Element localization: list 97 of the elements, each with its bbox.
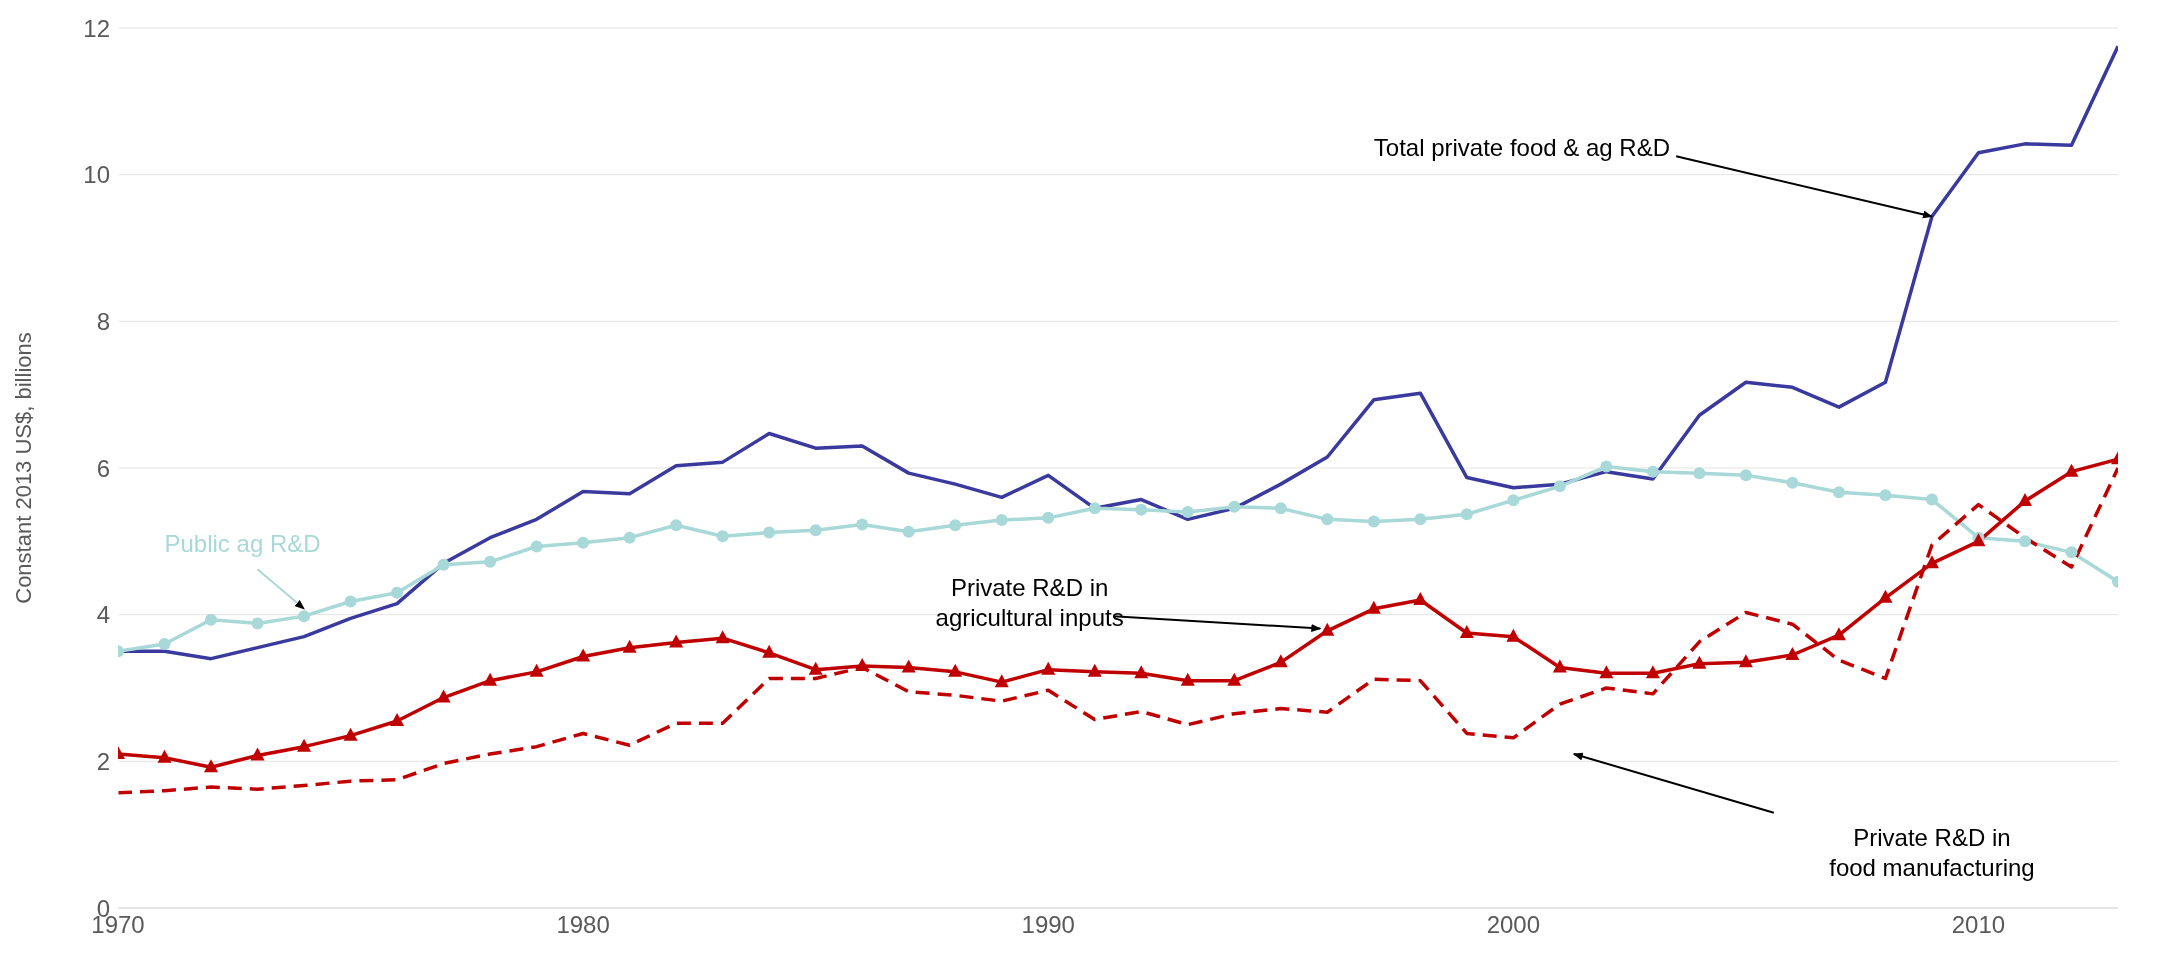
point bbox=[1087, 663, 1102, 677]
point bbox=[995, 514, 1008, 527]
point bbox=[1273, 654, 1288, 668]
point bbox=[1739, 469, 1752, 482]
point bbox=[670, 519, 683, 532]
point bbox=[623, 531, 636, 544]
x-tick-label: 1980 bbox=[556, 911, 610, 939]
point bbox=[1506, 628, 1521, 642]
point bbox=[157, 749, 172, 763]
point bbox=[343, 727, 358, 741]
point bbox=[437, 558, 450, 571]
point bbox=[1646, 465, 1659, 478]
point bbox=[390, 713, 405, 726]
point bbox=[529, 663, 544, 677]
point bbox=[902, 525, 915, 538]
point bbox=[1878, 589, 1893, 603]
point bbox=[1645, 665, 1660, 679]
point bbox=[1599, 665, 1614, 679]
point bbox=[158, 638, 171, 650]
point bbox=[1414, 513, 1427, 526]
point bbox=[250, 747, 265, 761]
point bbox=[1786, 476, 1799, 489]
y-tick-label: 4 bbox=[96, 601, 110, 629]
point bbox=[251, 617, 264, 630]
point bbox=[715, 630, 730, 644]
point bbox=[1320, 622, 1335, 636]
point bbox=[298, 610, 311, 623]
x-tick-label: 2010 bbox=[1951, 911, 2006, 939]
point bbox=[994, 674, 1009, 688]
point bbox=[1088, 502, 1101, 515]
point bbox=[1924, 555, 1939, 569]
point bbox=[530, 540, 543, 553]
point bbox=[1507, 494, 1520, 507]
point bbox=[856, 518, 869, 531]
y-tick-label: 8 bbox=[96, 307, 110, 335]
point bbox=[2018, 535, 2031, 548]
series-label: Private R&D in agricultural inputs bbox=[935, 574, 1124, 632]
y-tick-label: 6 bbox=[96, 454, 110, 482]
point bbox=[205, 613, 218, 626]
point bbox=[1553, 480, 1566, 493]
x-tick-label: 2000 bbox=[1486, 911, 1541, 939]
point bbox=[1134, 665, 1149, 679]
point bbox=[204, 759, 219, 773]
point bbox=[1459, 625, 1474, 638]
point bbox=[2065, 546, 2078, 559]
point bbox=[1227, 672, 1242, 686]
point bbox=[1181, 506, 1194, 518]
point bbox=[344, 595, 357, 608]
point bbox=[436, 689, 451, 703]
x-tick-label: 1990 bbox=[1021, 911, 1075, 939]
point bbox=[763, 526, 776, 539]
point bbox=[809, 524, 822, 537]
point bbox=[855, 658, 870, 671]
point bbox=[669, 634, 684, 648]
point bbox=[1831, 627, 1846, 641]
point bbox=[1693, 467, 1706, 480]
point bbox=[1042, 511, 1055, 524]
point bbox=[391, 586, 404, 599]
series-label: Public ag R&D bbox=[164, 530, 321, 558]
point bbox=[1228, 500, 1241, 513]
point bbox=[1600, 460, 1613, 473]
point bbox=[808, 661, 823, 675]
point bbox=[1692, 655, 1707, 669]
point bbox=[1321, 513, 1334, 526]
point bbox=[1135, 503, 1148, 516]
point bbox=[1366, 600, 1381, 614]
point bbox=[949, 519, 962, 532]
point bbox=[576, 648, 591, 662]
y-axis-title: Constant 2013 US$, billions bbox=[10, 332, 36, 604]
point bbox=[948, 663, 963, 677]
point bbox=[1367, 515, 1380, 528]
point bbox=[297, 738, 312, 752]
point bbox=[1413, 592, 1428, 605]
y-tick-label: 12 bbox=[83, 14, 110, 42]
point bbox=[716, 530, 729, 543]
point bbox=[1552, 659, 1567, 673]
point bbox=[1274, 502, 1287, 515]
point bbox=[2017, 493, 2032, 506]
annotation: Private R&D in food manufacturing bbox=[1829, 823, 2035, 881]
point bbox=[1832, 486, 1845, 499]
point bbox=[1180, 672, 1195, 686]
point bbox=[1041, 661, 1056, 675]
point bbox=[484, 555, 497, 568]
point bbox=[2064, 463, 2079, 477]
annotation: Total private food & ag R&D bbox=[1373, 134, 1670, 162]
point bbox=[577, 536, 590, 549]
y-tick-label: 10 bbox=[83, 161, 110, 189]
y-tick-label: 2 bbox=[96, 747, 110, 775]
point bbox=[483, 672, 498, 686]
point bbox=[1460, 508, 1473, 521]
point bbox=[1879, 489, 1892, 502]
point bbox=[901, 659, 916, 673]
point bbox=[1738, 654, 1753, 668]
point bbox=[622, 639, 637, 653]
point bbox=[1785, 647, 1800, 660]
point bbox=[1925, 493, 1938, 506]
point bbox=[762, 644, 777, 658]
